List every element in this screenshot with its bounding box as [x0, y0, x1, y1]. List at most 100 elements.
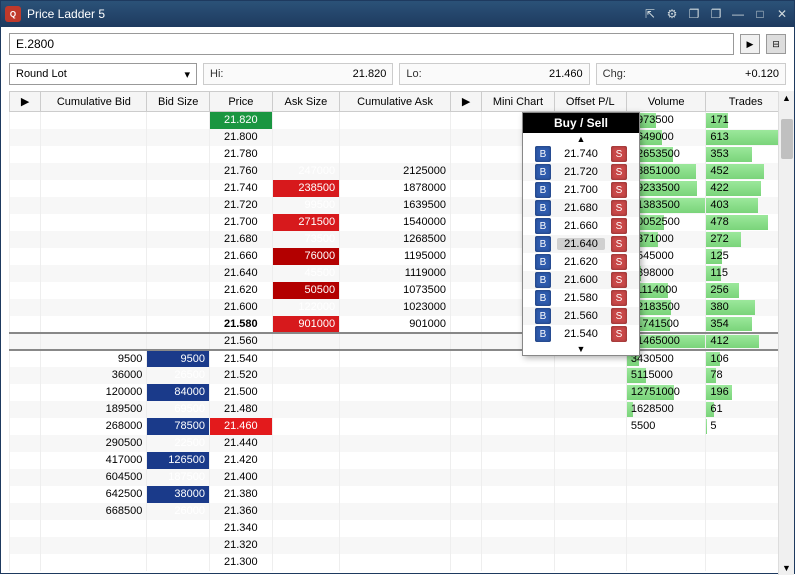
cell: 21.760 — [210, 163, 273, 180]
col-header[interactable]: Offset P/L — [554, 92, 626, 112]
scroll-up-icon[interactable]: ▲ — [523, 133, 639, 145]
table-row[interactable]: 21.760247000212500018851000452 — [10, 163, 786, 180]
bs-price: 21.640 — [557, 238, 605, 250]
col-header[interactable]: Bid Size — [147, 92, 210, 112]
buy-button[interactable]: B — [535, 290, 551, 306]
buy-button[interactable]: B — [535, 200, 551, 216]
sell-button[interactable]: S — [611, 236, 627, 252]
cell — [482, 435, 554, 452]
table-row[interactable]: 21.78012653500353 — [10, 146, 786, 163]
cell: 26500 — [147, 367, 210, 384]
sell-button[interactable]: S — [611, 290, 627, 306]
col-header[interactable]: Mini Chart — [482, 92, 554, 112]
scroll-up-arrow[interactable]: ▲ — [779, 91, 794, 103]
table-row[interactable]: 21.600122000102300012183500380 — [10, 299, 786, 316]
chg-label: Chg: — [603, 68, 626, 80]
cell: 9500 — [41, 350, 147, 367]
cell — [340, 537, 451, 554]
buy-button[interactable]: B — [535, 308, 551, 324]
sell-button[interactable]: S — [611, 146, 627, 162]
table-row[interactable]: 21.62050500107350011114000256 — [10, 282, 786, 299]
minimize-icon[interactable]: — — [730, 6, 746, 22]
table-row[interactable]: 21.300 — [10, 554, 786, 571]
table-row[interactable]: 2905002250021.440 — [10, 435, 786, 452]
link-button[interactable]: ⊟ — [766, 34, 786, 54]
col-header[interactable]: Ask Size — [272, 92, 339, 112]
table-row[interactable]: 21.8009649000613 — [10, 129, 786, 146]
col-header[interactable]: Price — [210, 92, 273, 112]
scrollbar[interactable]: ▲ ▼ — [778, 91, 794, 575]
maximize-icon[interactable]: □ — [752, 6, 768, 22]
table-row[interactable]: 21.6807350012685008371000272 — [10, 231, 786, 248]
table-row[interactable]: 21.340 — [10, 520, 786, 537]
buy-button[interactable]: B — [535, 218, 551, 234]
dup1-icon[interactable]: ❐ — [686, 6, 702, 22]
scroll-down-icon[interactable]: ▼ — [523, 343, 639, 355]
col-header[interactable]: Cumulative Ask — [340, 92, 451, 112]
cell — [482, 367, 554, 384]
play-button[interactable]: ▶ — [740, 34, 760, 54]
cell — [554, 452, 626, 469]
cell — [626, 554, 706, 571]
buy-button[interactable]: B — [535, 254, 551, 270]
table-row[interactable]: 21.700271500154000010052500478 — [10, 214, 786, 231]
cell: 21.460 — [210, 418, 273, 435]
pin-icon[interactable]: ⇱ — [642, 6, 658, 22]
table-row[interactable]: 360002650021.520511500078 — [10, 367, 786, 384]
table-row[interactable]: 21.6404550011190003898000115 — [10, 265, 786, 282]
symbol-input[interactable] — [9, 33, 734, 55]
table-row[interactable]: 21.6607600011950002545000125 — [10, 248, 786, 265]
cell — [147, 214, 210, 231]
table-row[interactable]: 1895006950021.480162850061 — [10, 401, 786, 418]
cell — [340, 129, 451, 146]
table-row[interactable]: 21.72099500163950021383500403 — [10, 197, 786, 214]
lo-label: Lo: — [406, 68, 421, 80]
table-row[interactable]: 1200008400021.50012751000196 — [10, 384, 786, 401]
table-row[interactable]: 21.740238500187800019233500422 — [10, 180, 786, 197]
sell-button[interactable]: S — [611, 200, 627, 216]
col-header[interactable]: Trades — [706, 92, 786, 112]
buy-button[interactable]: B — [535, 164, 551, 180]
sell-button[interactable]: S — [611, 308, 627, 324]
table-row[interactable]: 21.58090100090100011741500354 — [10, 316, 786, 333]
buy-button[interactable]: B — [535, 182, 551, 198]
sell-button[interactable]: S — [611, 182, 627, 198]
cell — [10, 248, 41, 265]
cell: 21.680 — [210, 231, 273, 248]
sell-button[interactable]: S — [611, 254, 627, 270]
cell — [450, 248, 481, 265]
col-header[interactable]: ▶ — [450, 92, 481, 112]
buy-button[interactable]: B — [535, 272, 551, 288]
buy-button[interactable]: B — [535, 326, 551, 342]
table-row[interactable]: 21.56021465000412 — [10, 333, 786, 350]
table-row[interactable]: 2680007850021.46055005 — [10, 418, 786, 435]
table-row[interactable]: 6685002600021.360 — [10, 503, 786, 520]
col-header[interactable]: Cumulative Bid — [41, 92, 147, 112]
gear-icon[interactable]: ⚙ — [664, 6, 680, 22]
table-row[interactable]: 60450018750021.400 — [10, 469, 786, 486]
sell-button[interactable]: S — [611, 218, 627, 234]
cell — [10, 503, 41, 520]
scroll-thumb[interactable] — [781, 119, 793, 159]
buy-button[interactable]: B — [535, 146, 551, 162]
col-header[interactable]: Volume — [626, 92, 706, 112]
table-row[interactable]: 41700012650021.420 — [10, 452, 786, 469]
buy-button[interactable]: B — [535, 236, 551, 252]
sell-button[interactable]: S — [611, 164, 627, 180]
table-row[interactable]: 6425003800021.380 — [10, 486, 786, 503]
close-icon[interactable]: ✕ — [774, 6, 790, 22]
dup2-icon[interactable]: ❐ — [708, 6, 724, 22]
sell-button[interactable]: S — [611, 326, 627, 342]
cell — [10, 146, 41, 163]
cell: 353 — [706, 146, 786, 163]
cell: 21.740 — [210, 180, 273, 197]
table-row[interactable]: 21.320 — [10, 537, 786, 554]
table-row[interactable]: 9500950021.5403430500106 — [10, 350, 786, 367]
cell — [41, 520, 147, 537]
buy-sell-row: B21.660S — [523, 217, 639, 235]
col-header[interactable]: ▶ — [10, 92, 41, 112]
scroll-down-arrow[interactable]: ▼ — [779, 563, 794, 573]
table-row[interactable]: 21.8207973500171 — [10, 112, 786, 129]
sell-button[interactable]: S — [611, 272, 627, 288]
lot-select[interactable]: Round Lot ▾ — [9, 63, 197, 85]
